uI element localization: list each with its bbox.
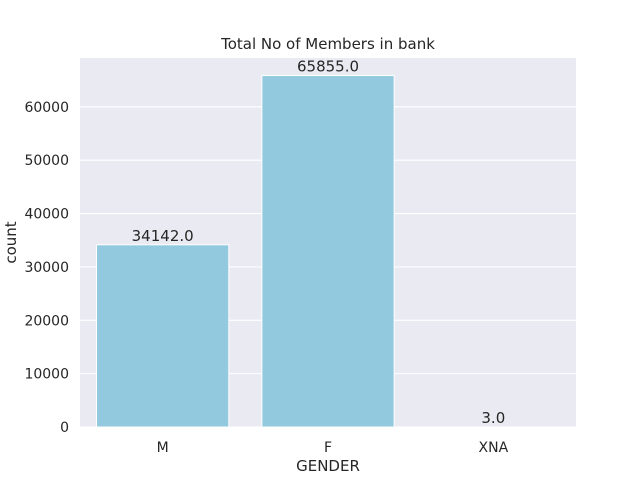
x-axis-label: GENDER [296,457,360,475]
data-label: 3.0 [481,409,505,427]
bars [96,75,560,428]
y-tick-label: 30000 [24,260,69,276]
x-tick-label: F [324,440,332,456]
y-tick-label: 0 [60,420,69,436]
y-tick-label: 40000 [24,207,69,223]
x-tick-label: XNA [479,440,509,456]
y-tick-labels: 0 10000 20000 30000 40000 50000 60000 [24,100,69,436]
y-tick-label: 20000 [24,313,69,329]
x-tick-labels: M F XNA [157,440,509,456]
bar-f [261,75,395,428]
y-axis-label: count [2,221,20,263]
data-labels: 34142.0 65855.0 3.0 [132,58,506,427]
chart-title: Total No of Members in bank [220,35,435,53]
data-label: 65855.0 [297,58,359,76]
x-tick-label: M [157,440,169,456]
data-label: 34142.0 [132,227,194,245]
bar-m [96,244,230,428]
y-tick-label: 10000 [24,367,69,383]
y-tick-label: 60000 [24,100,69,116]
y-tick-label: 50000 [24,153,69,169]
